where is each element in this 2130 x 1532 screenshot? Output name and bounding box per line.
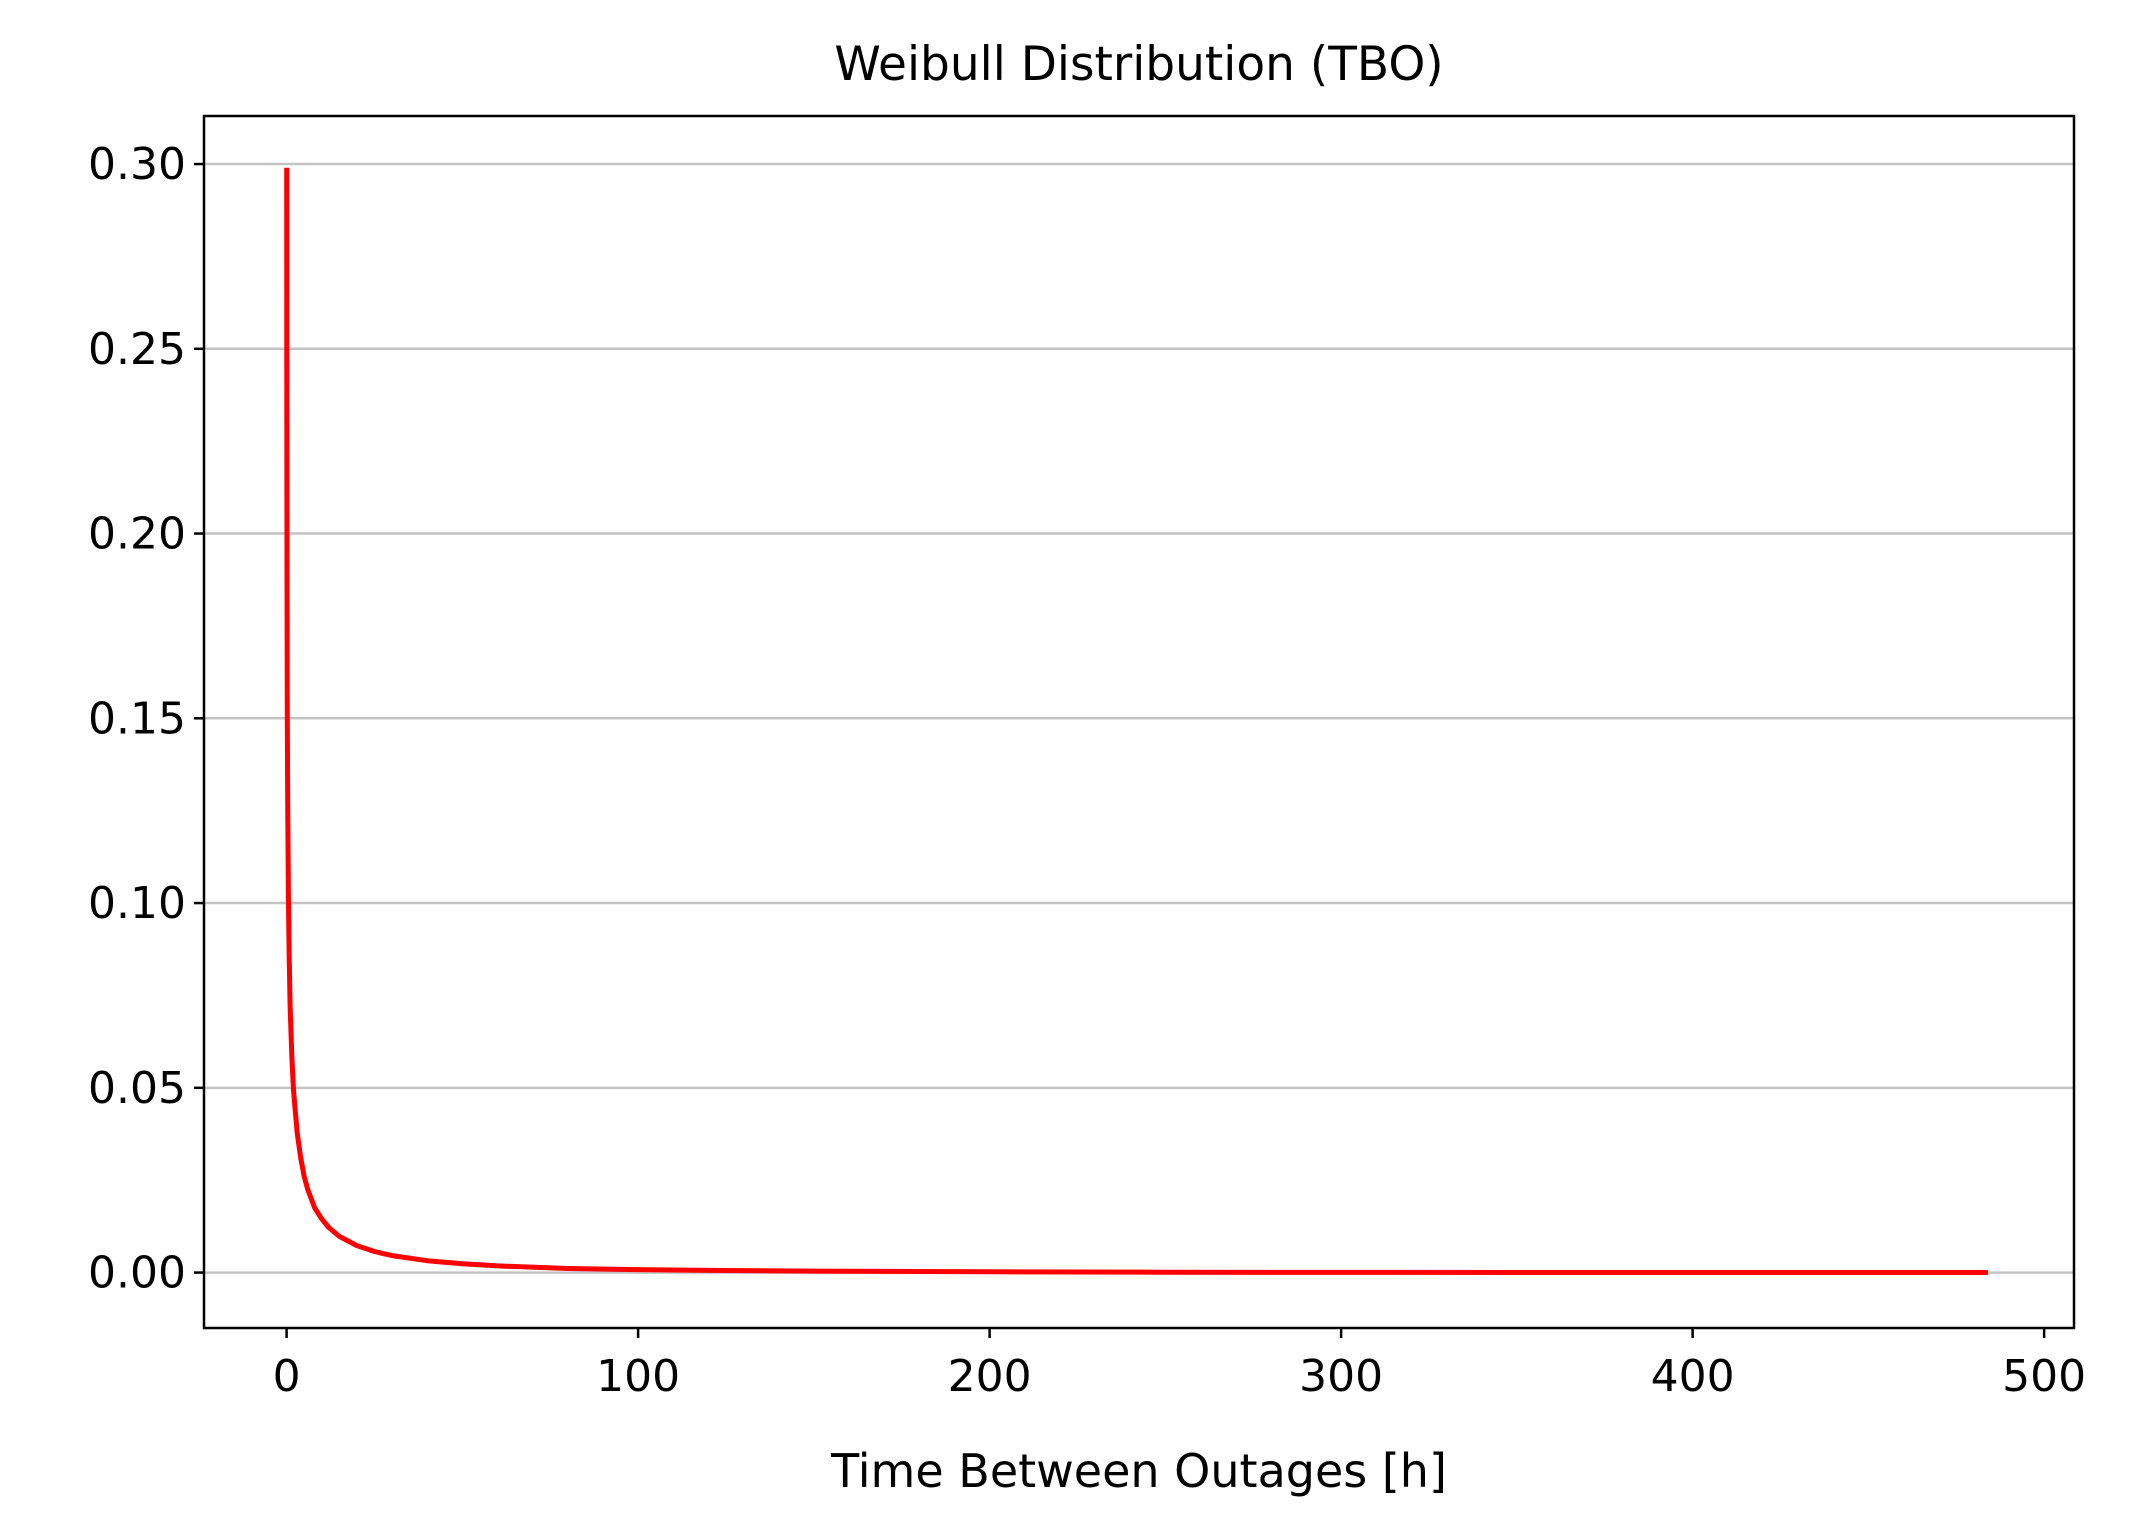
grid-layer [204,162,2074,1274]
x-axis-label: Time Between Outages [h] [830,1444,1447,1498]
y-tick-label: 0.25 [88,324,186,375]
y-tick-label: 0.15 [88,693,186,744]
plot-frame [202,114,2076,1330]
x-tick-label: 100 [596,1351,680,1402]
y-tick-label: 0.30 [88,139,186,190]
x-tick-label: 300 [1299,1351,1383,1402]
x-tick-label: 200 [948,1351,1032,1402]
ticks-layer: 0.00 0.05 0.10 0.15 0.20 0.25 0.30 0 100 200 300 40… [88,139,2086,1402]
y-tick-label: 0.20 [88,509,186,560]
y-tick-label: 0.10 [88,878,186,929]
series-line [284,167,1988,1275]
chart-title: Weibull Distribution (TBO) [834,37,1443,92]
y-tick-label: 0.05 [88,1063,186,1114]
x-tick-label: 400 [1651,1351,1735,1402]
series-layer [284,167,1988,1275]
y-tick-label: 0.00 [88,1248,186,1299]
x-tick-label: 500 [2002,1351,2086,1402]
x-tick-label: 0 [273,1351,301,1402]
